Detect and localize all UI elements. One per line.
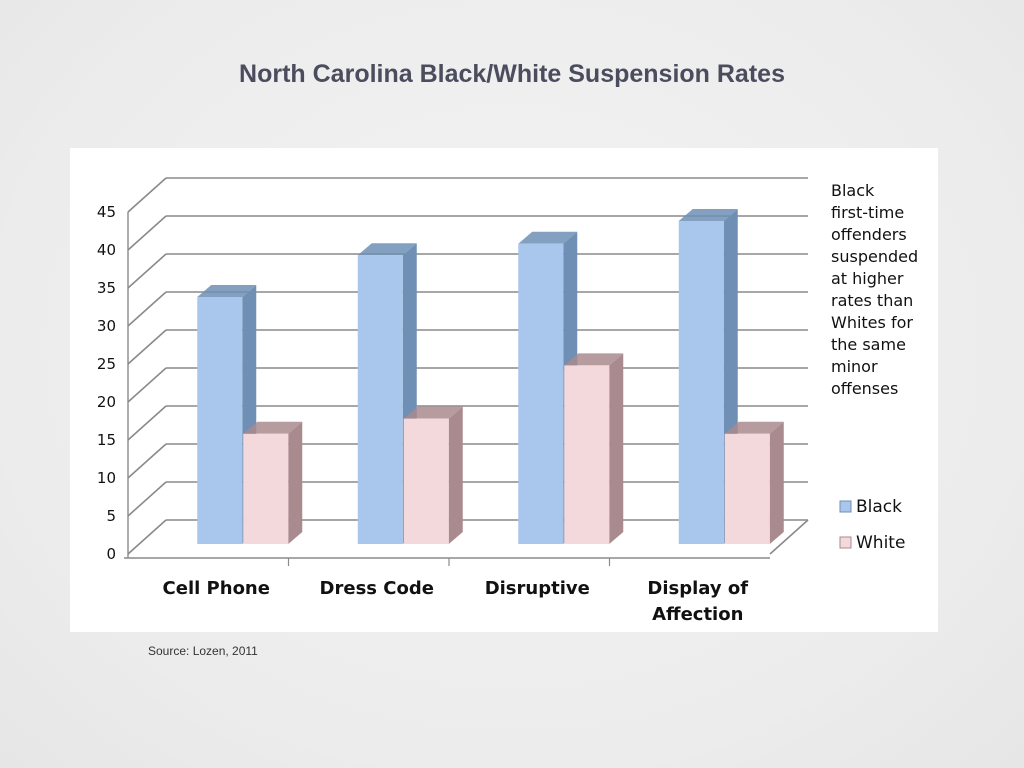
y-tick-label: 10	[97, 469, 116, 487]
slide-title: North Carolina Black/White Suspension Ra…	[239, 60, 785, 88]
annotation-line: Black	[831, 181, 875, 200]
white-bar	[403, 418, 449, 544]
x-category-label: Disruptive	[485, 578, 590, 599]
y-tick-label: 35	[97, 279, 116, 297]
y-tick-label: 20	[97, 393, 116, 411]
chart-annotation: Black first-time offenders suspended at high…	[831, 181, 918, 398]
black-bar-top	[518, 231, 578, 244]
white-bar-top	[243, 421, 303, 434]
annotation-line: the same	[831, 335, 906, 354]
bars	[197, 209, 784, 545]
annotation-line: first-time	[831, 203, 904, 222]
bar-chart: 0 5 10 15 20 25 30 35 40 45 Cell Phone Dress Code Di…	[97, 177, 918, 625]
grid-diagonal	[127, 405, 167, 441]
white-bar-top	[403, 406, 463, 419]
annotation-line: offenders	[831, 225, 907, 244]
white-bar	[564, 365, 610, 544]
black-bar	[357, 255, 403, 544]
white-bar-side	[609, 353, 624, 544]
grid-diagonal	[127, 481, 167, 517]
black-bar	[678, 221, 724, 544]
y-tick-label: 45	[97, 203, 116, 221]
annotation-line: rates than	[831, 291, 913, 310]
source-note: Source: Lozen, 2011	[148, 644, 258, 658]
x-category-label: Cell Phone	[163, 578, 270, 599]
black-bar-top	[197, 285, 257, 297]
legend: Black White	[839, 497, 905, 553]
black-bar-top	[678, 209, 738, 221]
axes	[124, 212, 770, 566]
y-tick-label: 40	[97, 241, 116, 259]
labels: 0 5 10 15 20 25 30 35 40 45 Cell Phone Dress Code Di…	[97, 203, 748, 625]
annotation-line: at higher	[831, 269, 904, 288]
grid-diagonal	[127, 329, 167, 365]
y-tick-label: 25	[97, 355, 116, 373]
grid-diagonal	[127, 519, 167, 555]
grid-diagonal	[127, 443, 167, 479]
grid-diagonal	[127, 215, 167, 251]
annotation-line: minor	[831, 357, 878, 376]
grid-diagonal	[127, 291, 167, 327]
legend-label: Black	[856, 497, 902, 517]
x-category-label: Dress Code	[320, 578, 434, 599]
annotation-line: Whites for	[831, 313, 913, 332]
y-tick-label: 0	[106, 545, 116, 563]
legend-label: White	[856, 533, 905, 553]
grid-diagonal	[127, 367, 167, 403]
black-bar	[197, 297, 243, 544]
white-bar-top	[564, 353, 624, 366]
grid-diagonal	[127, 253, 167, 289]
legend-swatch-black	[839, 500, 852, 513]
white-bar-side	[448, 406, 463, 544]
x-category-label: Affection	[652, 604, 743, 625]
x-category-label: Display of	[647, 578, 748, 599]
white-bar-side	[769, 421, 784, 544]
white-bar-top	[724, 421, 784, 434]
legend-swatch-white	[839, 536, 852, 549]
chart-panel: 0 5 10 15 20 25 30 35 40 45 Cell Phone Dress Code Di…	[70, 148, 938, 632]
y-tick-label: 15	[97, 431, 116, 449]
black-bar-top	[357, 243, 417, 256]
floor-edge	[769, 519, 809, 555]
white-bar-side	[288, 421, 303, 544]
white-bar	[243, 433, 289, 544]
y-tick-label: 30	[97, 317, 116, 335]
grid-diagonal	[127, 177, 167, 213]
white-bar	[724, 433, 770, 544]
y-tick-label: 5	[106, 507, 116, 525]
black-bar	[518, 243, 564, 545]
annotation-line: suspended	[831, 247, 918, 266]
annotation-line: offenses	[831, 379, 898, 398]
